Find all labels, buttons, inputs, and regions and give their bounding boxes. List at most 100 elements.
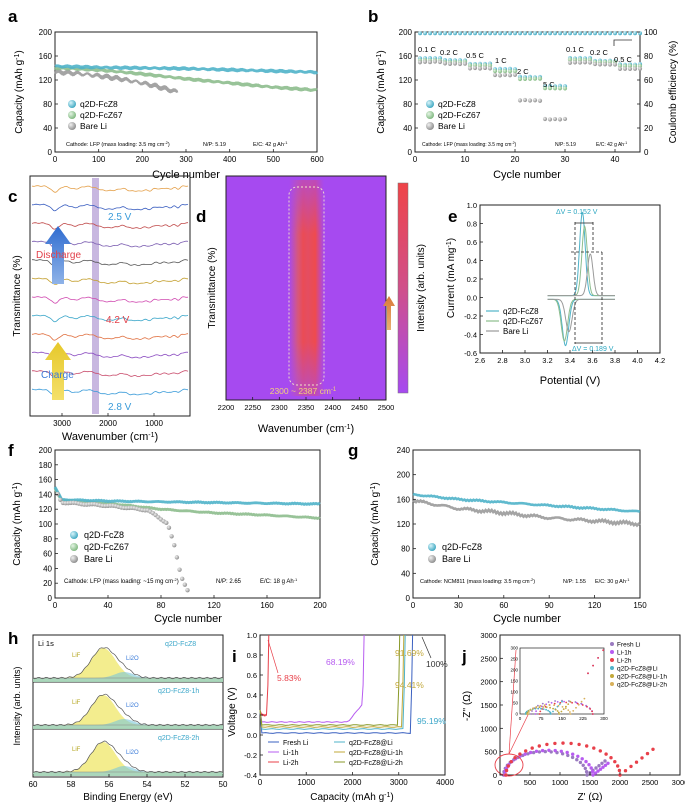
nyquist-point-Li-2h bbox=[609, 756, 613, 760]
nyquist-point-Fresh Li bbox=[600, 761, 604, 765]
info-cathode: Cathode: LFP (mass loading: 3.5 mg cm-2) bbox=[66, 140, 170, 149]
legend-marker bbox=[610, 642, 614, 646]
x-tick-label: 56 bbox=[105, 780, 114, 789]
y-axis-label: Capacity (mAh g-1) bbox=[376, 50, 388, 134]
capacity-point-bare bbox=[482, 65, 488, 71]
legend: Fresh Li Li-1h Li-2h q2D-FcZ8@Li q2D-FcZ… bbox=[268, 740, 403, 767]
x-tick-label: 90 bbox=[545, 601, 554, 610]
x-ticks: 3000 2000 1000 bbox=[53, 413, 163, 428]
y-tick-label: 2000 bbox=[480, 678, 497, 687]
inset-point-q2D-FcZ8@Li bbox=[545, 708, 547, 711]
nyquist-point-Li-2h bbox=[524, 749, 528, 753]
bare-li-point bbox=[164, 520, 169, 526]
x-tick-label: 4000 bbox=[436, 778, 454, 787]
rate-label: 0.5 C bbox=[614, 55, 633, 64]
plot-frame bbox=[54, 31, 318, 153]
legend-label: q2D-FcZ8@Li bbox=[617, 666, 658, 673]
inset-y-tick-label: 50 bbox=[513, 701, 519, 706]
panel-label: i bbox=[232, 647, 237, 666]
rate-label: 0.1 C bbox=[418, 45, 437, 54]
capacity-point-bare bbox=[612, 62, 618, 67]
capacity-point-bare bbox=[492, 72, 498, 78]
svg-text:LiF: LiF bbox=[72, 653, 81, 659]
panel-label: a bbox=[8, 7, 18, 26]
x-axis-label: Wavenumber (cm-1) bbox=[258, 423, 354, 435]
cv-oxidation-Bare Li bbox=[547, 253, 615, 297]
ce-point bbox=[493, 31, 497, 36]
xps-envelope bbox=[32, 647, 224, 680]
capacity-point-bare bbox=[542, 116, 548, 122]
xps-envelope bbox=[32, 693, 224, 727]
y2-axis-label: Coulomb efficiency (%) bbox=[668, 41, 679, 144]
highlight-band bbox=[92, 178, 99, 414]
legend-label: q2D-FcZ8 bbox=[80, 99, 118, 109]
nyquist-point-Li-1h bbox=[587, 763, 591, 767]
sample-label: q2D-FcZ8-2h bbox=[158, 735, 199, 742]
inset-point-Li-1h bbox=[540, 705, 543, 708]
x-tick-label: 2.6 bbox=[475, 356, 485, 365]
y-ticks: 0 500 1000 1500 2000 2500 3000 bbox=[480, 631, 503, 780]
y-tick-label: 40 bbox=[43, 564, 52, 573]
inset-point-Fresh Li bbox=[547, 701, 550, 703]
panel-label: b bbox=[368, 7, 378, 26]
inset-point-q2D-FcZ8@Li bbox=[542, 708, 545, 710]
ce-point bbox=[573, 31, 577, 36]
inset-point-q2D-FcZ8@Li-2h bbox=[529, 709, 532, 711]
nyquist-point-Fresh Li bbox=[543, 749, 547, 754]
capacity-point-bare bbox=[422, 59, 428, 64]
legend-label: Bare Li bbox=[503, 327, 529, 336]
y-tick-label: 240 bbox=[397, 446, 411, 455]
svg-text:Li2O: Li2O bbox=[126, 703, 139, 709]
x-tick-label: 3000 bbox=[390, 778, 408, 787]
inset-point-Li-2h bbox=[591, 713, 594, 715]
nyquist-point-Fresh Li bbox=[578, 760, 583, 765]
inset-point-q2D-FcZ8@Li-1h bbox=[569, 700, 572, 703]
nyquist-point-Li-1h bbox=[553, 748, 557, 753]
capacity-point-bare bbox=[617, 66, 623, 71]
inset-point-Li-2h bbox=[592, 664, 594, 667]
inset-point-q2D-FcZ8@Li-1h bbox=[545, 706, 548, 709]
ce-point bbox=[513, 31, 517, 36]
inset-point-q2D-FcZ8@Li-2h bbox=[528, 711, 530, 713]
x-tick-label: 60 bbox=[29, 780, 38, 789]
plot-frame bbox=[54, 449, 321, 599]
legend: q2D-FcZ8 q2D-FcZ67 Bare Li bbox=[426, 99, 481, 131]
inset-point-q2D-FcZ8@Li-1h bbox=[557, 711, 560, 714]
inset-point-q2D-FcZ8@Li-2h bbox=[564, 707, 567, 710]
y-axis-label: Transmittance (%) bbox=[207, 247, 218, 328]
inset-point-Li-2h bbox=[576, 702, 579, 705]
x-tick-label: 3.0 bbox=[520, 356, 530, 365]
inset-point-q2D-FcZ8@Li-1h bbox=[558, 713, 561, 715]
panel-label: c bbox=[8, 187, 17, 206]
y-tick-label: 0.6 bbox=[467, 238, 477, 247]
heatmap-band-fade bbox=[289, 180, 324, 396]
capacity-point-fcz67 bbox=[542, 86, 548, 91]
nyquist-point-Li-2h bbox=[545, 742, 549, 747]
x-tick-label: 2000 bbox=[612, 778, 629, 787]
x-tick-label: 3.8 bbox=[610, 356, 620, 365]
x-tick-label: 2500 bbox=[642, 778, 659, 787]
y-tick-label: 40 bbox=[43, 124, 52, 133]
annotation-2-8v: 2.8 V bbox=[108, 402, 132, 413]
y-tick-label: 40 bbox=[644, 100, 653, 109]
inset-point-q2D-FcZ8@Li-2h bbox=[580, 700, 583, 703]
y-tick-label: 0.0 bbox=[247, 731, 257, 740]
capacity-point-bare bbox=[627, 66, 633, 71]
y-tick-label: 40 bbox=[403, 124, 412, 133]
inset-point-Li-2h bbox=[586, 705, 588, 708]
bare-li-point bbox=[166, 525, 172, 530]
inset-point-Li-1h bbox=[545, 703, 548, 706]
ce-point bbox=[488, 31, 492, 36]
bare-li-point bbox=[185, 588, 190, 593]
capacity-point-bare bbox=[582, 60, 588, 65]
nyquist-point-Li-1h bbox=[571, 752, 575, 756]
y-tick-label: 200 bbox=[39, 28, 53, 37]
legend-marker-bare bbox=[426, 122, 434, 130]
delta-v-markers bbox=[571, 222, 603, 344]
y-tick-label: 1.0 bbox=[247, 631, 257, 640]
y-tick-label: 120 bbox=[397, 520, 411, 529]
inset-point-q2D-FcZ8@Li-2h bbox=[561, 706, 564, 708]
legend-label: q2D-FcZ8 bbox=[438, 99, 476, 109]
